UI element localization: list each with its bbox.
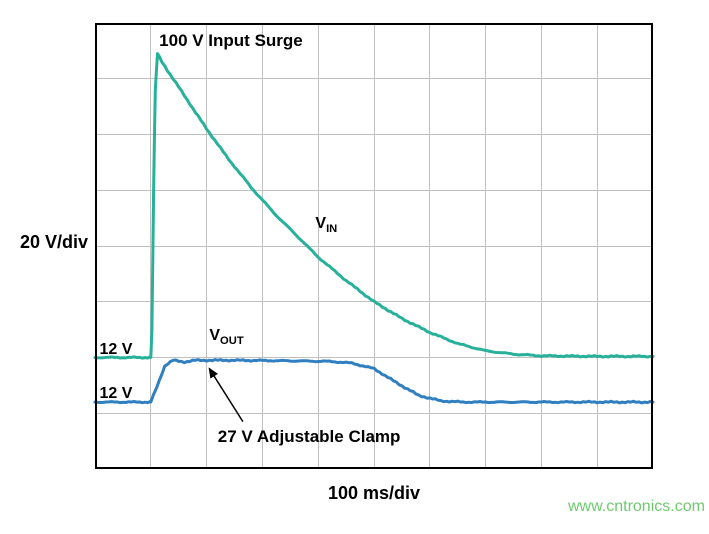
annotation-vin-12v: 12 V <box>99 341 132 359</box>
annotation-vout-12v: 12 V <box>99 385 132 403</box>
annotation-vin-label: VIN <box>315 215 337 235</box>
annotation-arrow <box>209 369 242 422</box>
annotation-input-surge: 100 V Input Surge <box>159 31 303 51</box>
annotation-vout-label: VOUT <box>209 327 243 347</box>
traces-svg <box>95 23 653 469</box>
oscilloscope-plot: 100 V Input Surge VIN VOUT 12 V 12 V 27 … <box>95 23 653 469</box>
y-axis-label: 20 V/div <box>0 232 88 253</box>
annotation-clamp: 27 V Adjustable Clamp <box>218 427 401 447</box>
watermark: www.cntronics.com <box>568 498 705 516</box>
trace-vout <box>95 360 653 403</box>
trace-vin <box>95 54 653 359</box>
